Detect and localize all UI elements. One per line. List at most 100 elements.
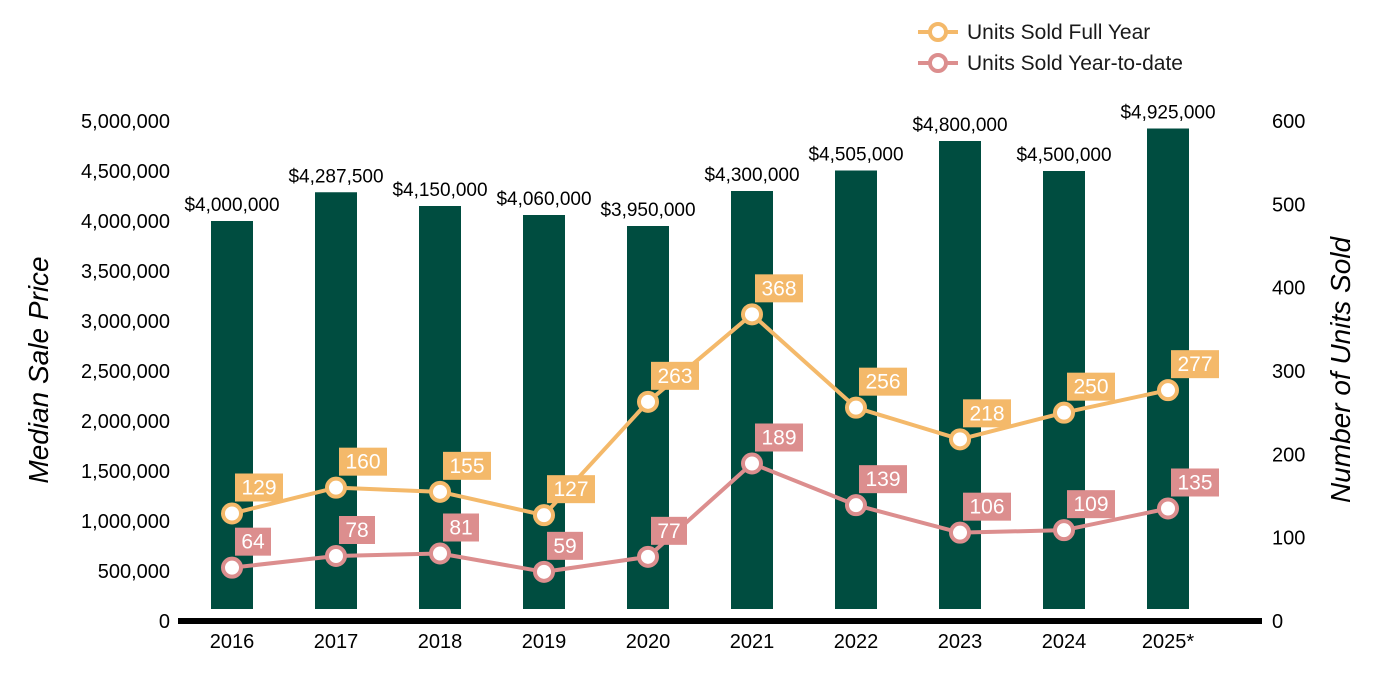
series-point	[845, 494, 867, 517]
data-label-box	[1067, 372, 1115, 401]
data-label: 127	[553, 478, 588, 501]
y2-tick-label: 300	[1272, 361, 1305, 383]
series-point	[949, 521, 971, 544]
data-label-box	[235, 473, 283, 502]
data-label-box	[443, 451, 491, 480]
series-line	[231, 461, 1169, 574]
series-point	[949, 428, 971, 451]
x-tick-label: 2022	[834, 631, 879, 653]
y-tick-label: 1,000,000	[81, 511, 170, 533]
series-point	[533, 560, 555, 583]
y2-tick-label: 500	[1272, 194, 1305, 216]
y2-tick-label: 0	[1272, 611, 1283, 633]
series-point	[325, 545, 347, 567]
series-point	[637, 390, 659, 413]
series-point	[741, 452, 763, 475]
bar	[731, 191, 773, 609]
series-point	[429, 480, 451, 503]
data-label: 109	[1073, 493, 1108, 516]
x-tick-label: 2025*	[1142, 631, 1194, 653]
data-label: 129	[241, 477, 276, 500]
y-axis: 0 500,000 1,000,000 1,500,000 2,000,000 2,500…	[81, 111, 170, 633]
series-point	[325, 476, 347, 499]
x-tick-label: 2024	[1042, 631, 1087, 653]
y-tick-label: 0	[159, 611, 170, 633]
data-label-box	[755, 423, 803, 452]
data-label-box	[547, 475, 595, 504]
series-point	[1053, 519, 1075, 542]
x-axis: 2016 2017 2018 2019 2020 2021 2022 2023 2024 2025…	[210, 631, 1195, 653]
y2-tick-label: 100	[1272, 528, 1305, 550]
series-point	[637, 545, 659, 568]
data-label-box	[443, 513, 479, 542]
data-label: 277	[1177, 353, 1212, 376]
x-tick-label: 2019	[522, 631, 567, 653]
y2-tick-label: 200	[1272, 444, 1305, 466]
data-label: 263	[657, 365, 692, 388]
data-label: 256	[865, 371, 900, 394]
series-line	[231, 312, 1169, 518]
series-point	[1053, 401, 1075, 424]
legend-label: Units Sold Full Year	[967, 21, 1150, 44]
data-label-box	[859, 367, 907, 396]
data-label: 160	[345, 451, 380, 474]
series-point	[1157, 497, 1179, 520]
y-tick-label: 3,000,000	[81, 311, 170, 333]
data-label-box	[1171, 350, 1219, 379]
x-tick-label: 2021	[730, 631, 775, 653]
data-label-box	[1171, 468, 1219, 497]
y-tick-label: 1,500,000	[81, 461, 170, 483]
x-tick-label: 2016	[210, 631, 255, 653]
x-tick-label: 2017	[314, 631, 359, 653]
bar-series: $4,000,000 $4,287,500 $4,150,000 $4,060,000…	[184, 103, 1216, 609]
legend-marker	[928, 22, 948, 42]
bar-value-label: $4,500,000	[1016, 145, 1111, 166]
series-point	[1157, 379, 1179, 402]
series-point	[221, 502, 243, 525]
data-label: 81	[449, 517, 472, 540]
data-label-box	[755, 274, 803, 303]
bar-value-label: $4,505,000	[808, 145, 903, 166]
series-point	[845, 396, 867, 419]
bar-value-label: $4,060,000	[496, 189, 591, 210]
y-tick-label: 4,000,000	[81, 211, 170, 233]
data-label: 78	[345, 519, 368, 542]
data-label: 368	[761, 277, 796, 300]
data-label-box	[963, 399, 1011, 428]
bar-value-label: $4,150,000	[392, 180, 487, 201]
data-label: 139	[865, 468, 900, 491]
data-label-box	[859, 465, 907, 494]
legend: Units Sold Full Year Units Sold Year-to-d…	[918, 21, 1183, 75]
data-label-box	[963, 492, 1011, 521]
y2-tick-label: 400	[1272, 278, 1305, 300]
data-label: 64	[241, 531, 265, 554]
series-point	[429, 542, 451, 565]
data-label: 77	[657, 520, 680, 543]
series-point	[221, 556, 243, 579]
y2-tick-label: 600	[1272, 111, 1305, 133]
y2-axis-title: Number of Units Sold	[1325, 236, 1356, 504]
data-label: 135	[1177, 472, 1212, 495]
y-tick-label: 500,000	[98, 561, 170, 583]
y-tick-label: 2,000,000	[81, 411, 170, 433]
x-tick-label: 2018	[418, 631, 463, 653]
y-tick-label: 4,500,000	[81, 161, 170, 183]
series-point	[533, 504, 555, 527]
series-point	[741, 303, 763, 326]
line-series: 129 160 155 127 263 368 256 218 250 277 64 78 81 59 77…	[221, 274, 1219, 583]
data-label-box	[235, 527, 271, 556]
y-tick-label: 5,000,000	[81, 111, 170, 133]
bar	[419, 206, 461, 609]
x-tick-label: 2023	[938, 631, 983, 653]
bar-value-label: $4,287,500	[288, 166, 383, 187]
bar-value-label: $4,000,000	[184, 195, 279, 216]
legend-label: Units Sold Year-to-date	[967, 52, 1183, 75]
y2-axis: 0 100 200 300 400 500 600	[1272, 111, 1305, 633]
data-label-box	[1067, 490, 1115, 519]
data-label: 250	[1073, 376, 1108, 399]
data-label: 106	[969, 496, 1004, 519]
bar-value-label: $4,800,000	[912, 115, 1007, 136]
data-label: 59	[553, 535, 576, 558]
data-label-box	[547, 531, 583, 560]
